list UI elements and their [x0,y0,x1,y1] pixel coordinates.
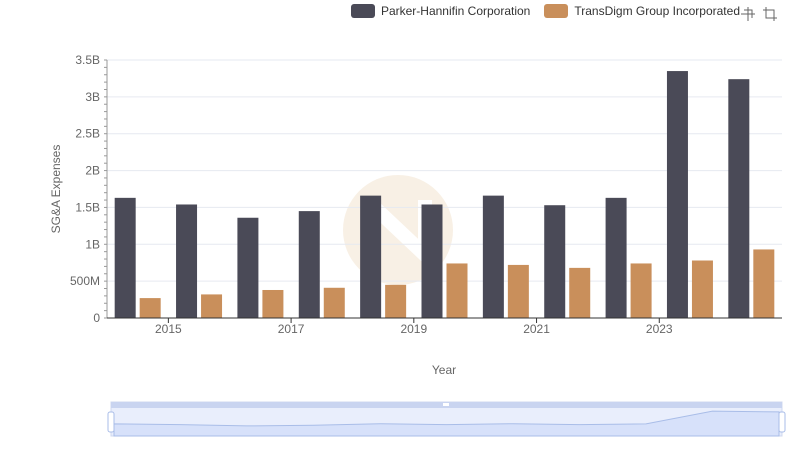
y-tick-label: 2B [85,164,100,178]
x-tick-label: 2017 [278,322,305,336]
y-tick-label: 1.5B [75,200,100,214]
bar-parker-hannifin-2017[interactable] [298,211,320,318]
bar-transdigm-2014[interactable] [139,298,161,318]
zoom-icon[interactable] [740,6,756,22]
bar-parker-hannifin-2019[interactable] [421,204,443,318]
y-axis: 0 500M 1B 1.5B 2B 2.5B 3B 3.5B [70,53,108,325]
bar-transdigm-2024[interactable] [753,249,775,318]
bar-transdigm-2015[interactable] [201,294,223,318]
x-tick-label: 2021 [523,322,550,336]
bar-transdigm-2020[interactable] [507,264,529,318]
restore-icon[interactable] [762,6,778,22]
slider-preview-area [113,410,780,437]
y-tick-label: 1B [85,237,100,251]
slider-center-grip[interactable] [443,403,449,406]
legend-swatch-transdigm [544,4,569,18]
slider-handle-left[interactable] [107,411,115,433]
y-tick-label: 0 [93,311,100,325]
legend-label-transdigm: TransDigm Group Incorporated [574,4,740,18]
y-axis-title: SG&A Expenses [49,145,63,234]
x-tick-label: 2015 [155,322,182,336]
bar-transdigm-2021[interactable] [569,267,591,318]
bar-parker-hannifin-2016[interactable] [237,217,259,318]
y-tick-label: 500M [70,274,100,288]
x-axis-title: Year [432,363,456,377]
y-tick-label: 2.5B [75,127,100,141]
bar-transdigm-2016[interactable] [262,289,284,318]
data-zoom-slider[interactable] [107,401,786,437]
slider-handle-right[interactable] [778,411,786,433]
bar-transdigm-2022[interactable] [630,263,652,318]
bar-parker-hannifin-2014[interactable] [114,197,136,318]
legend-swatch-parker-hannifin [350,4,375,18]
x-axis: 2015 2017 2019 2021 2023 [107,317,782,336]
bar-transdigm-2019[interactable] [446,263,468,318]
bar-parker-hannifin-2020[interactable] [482,195,504,318]
y-tick-label: 3B [85,90,100,104]
legend-label-parker-hannifin: Parker-Hannifin Corporation [380,4,531,18]
bar-parker-hannifin-2015[interactable] [176,204,198,318]
bar-transdigm-2017[interactable] [323,287,345,318]
legend-item-transdigm[interactable]: TransDigm Group Incorporated [544,4,740,18]
bar-parker-hannifin-2021[interactable] [544,205,566,318]
bar-parker-hannifin-2022[interactable] [605,197,627,318]
legend: Parker-Hannifin Corporation TransDigm Gr… [350,4,740,18]
x-tick-label: 2023 [646,322,673,336]
toolbox [740,6,778,22]
bar-parker-hannifin-2024[interactable] [728,79,750,318]
x-tick-label: 2019 [400,322,427,336]
legend-item-parker-hannifin[interactable]: Parker-Hannifin Corporation [350,4,531,18]
bars [114,71,775,318]
bar-transdigm-2018[interactable] [385,284,407,318]
bar-parker-hannifin-2023[interactable] [666,71,688,318]
y-tick-label: 3.5B [75,53,100,67]
bar-transdigm-2023[interactable] [691,260,713,318]
bar-parker-hannifin-2018[interactable] [360,195,382,318]
